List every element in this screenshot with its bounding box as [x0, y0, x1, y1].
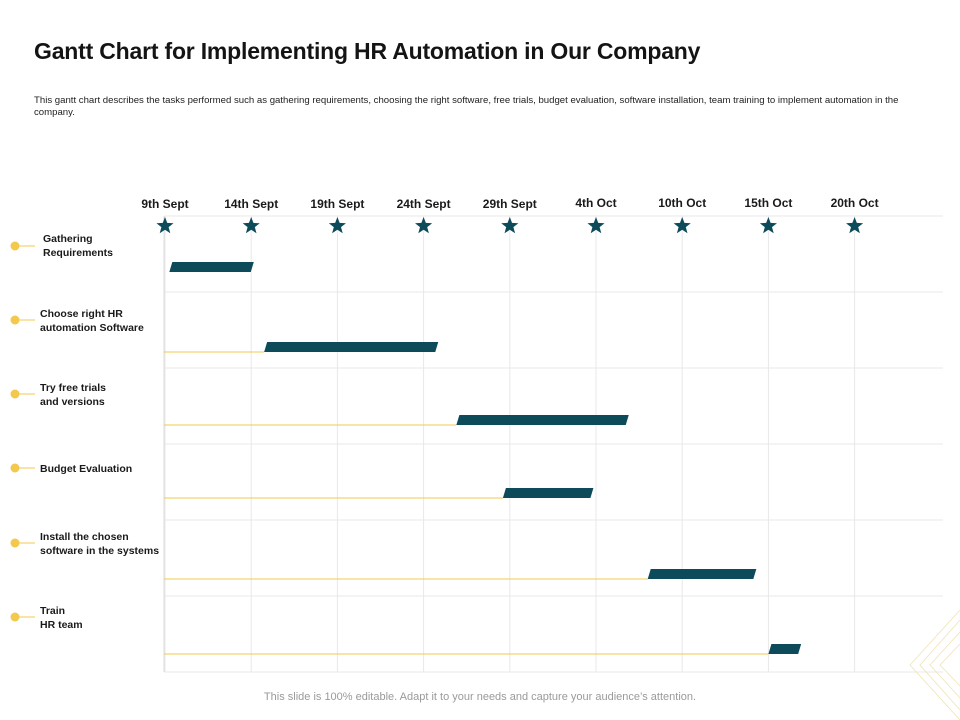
bullet-dot [10, 315, 20, 325]
task-bar [768, 644, 802, 654]
x-tick-label: 20th Oct [831, 196, 879, 210]
footer-note: This slide is 100% editable. Adapt it to… [263, 691, 697, 703]
task-label: Requirements [43, 247, 113, 259]
star-icon [587, 217, 605, 234]
task-bar [647, 569, 757, 579]
task-label: Install the chosen [40, 531, 129, 543]
page-description: This gantt chart describes the tasks per… [34, 95, 899, 118]
x-tick-label: 4th Oct [575, 196, 616, 210]
task-bar [264, 342, 439, 352]
x-tick-label: 14th Sept [224, 197, 278, 211]
task-label: Choose right HR [40, 308, 123, 320]
star-icon [156, 217, 174, 234]
task-label: HR team [40, 619, 83, 631]
star-icon [673, 217, 691, 234]
bullet-dot [10, 241, 20, 251]
star-icon [759, 217, 777, 234]
bullet-dot [10, 463, 20, 473]
corner-decoration [909, 610, 960, 720]
bullet-dot [10, 389, 20, 399]
star-icon [415, 217, 433, 234]
bullet-dot [10, 538, 20, 548]
task-label: and versions [40, 396, 105, 408]
task-label: Train [40, 605, 65, 617]
task-bar [169, 262, 254, 272]
x-tick-label: 10th Oct [658, 196, 706, 210]
x-tick-label: 29th Sept [483, 197, 537, 211]
x-tick-label: 15th Oct [744, 196, 792, 210]
task-label: Budget Evaluation [40, 463, 132, 475]
star-icon [501, 217, 519, 234]
star-icon [242, 217, 260, 234]
x-tick-label: 9th Sept [141, 197, 188, 211]
task-bar [456, 415, 629, 425]
x-tick-label: 19th Sept [310, 197, 364, 211]
task-label: Gathering [43, 233, 93, 245]
task-label: automation Software [40, 322, 144, 334]
bullet-dot [10, 612, 20, 622]
star-icon [328, 217, 346, 234]
x-tick-label: 24th Sept [397, 197, 451, 211]
task-label: software in the systems [40, 545, 159, 557]
page-title: Gantt Chart for Implementing HR Automati… [34, 38, 701, 64]
star-icon [846, 217, 864, 234]
task-label: Try free trials [40, 382, 106, 394]
task-bar [502, 488, 594, 498]
